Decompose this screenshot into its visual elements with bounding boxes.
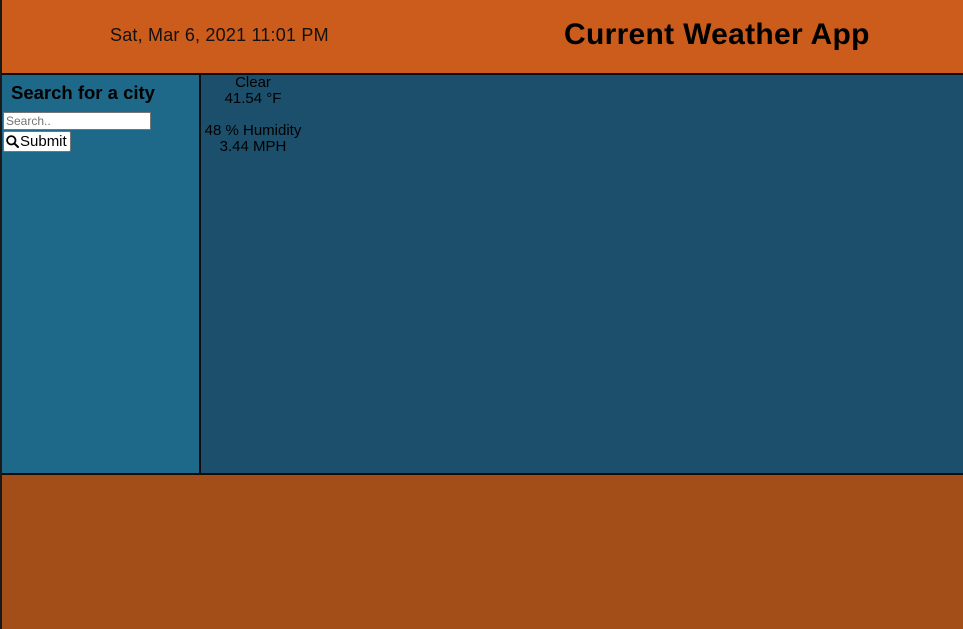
submit-button[interactable]: Submit	[3, 131, 71, 152]
footer	[2, 475, 963, 629]
main-area: Search for a city Submit Clear 41.54 °F …	[2, 75, 963, 475]
search-heading: Search for a city	[11, 82, 155, 103]
spacer	[201, 107, 305, 123]
city-search-input[interactable]	[3, 112, 151, 130]
search-sidebar: Search for a city Submit	[2, 75, 201, 473]
weather-condition: Clear	[235, 74, 271, 91]
submit-label: Submit	[20, 133, 67, 150]
weather-panel: Clear 41.54 °F 48 % Humidity 3.44 MPH	[201, 75, 963, 473]
temperature: 41.54 °F	[224, 90, 282, 107]
app-title: Current Weather App	[564, 18, 870, 51]
wind-speed: 3.44 MPH	[219, 138, 287, 155]
humidity: 48 % Humidity	[204, 122, 302, 139]
current-datetime: Sat, Mar 6, 2021 11:01 PM	[110, 25, 329, 45]
search-icon	[6, 135, 20, 148]
header: Sat, Mar 6, 2021 11:01 PM Current Weathe…	[2, 0, 963, 75]
weather-info: Clear 41.54 °F 48 % Humidity 3.44 MPH	[201, 75, 305, 155]
